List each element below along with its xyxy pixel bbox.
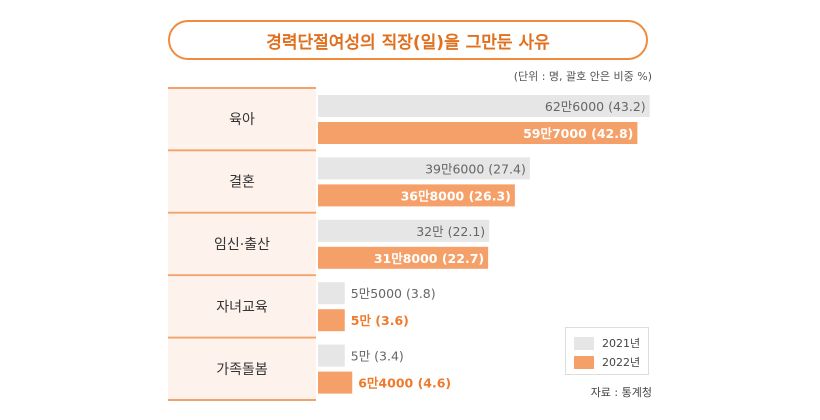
legend-swatch-2021 [574, 336, 594, 350]
source-note: 자료 : 통계청 [590, 386, 652, 399]
category-label-0: 육아 [229, 112, 255, 128]
legend-item-2021: 2021년 [574, 335, 640, 351]
bar-label-2021-2: 32만 (22.1) [416, 224, 485, 239]
bar-2022-0 [318, 122, 638, 144]
category-label-2: 임신·출산 [214, 237, 270, 253]
bar-label-2022-1: 36만8000 (26.3) [401, 188, 511, 203]
bar-2022-4 [318, 371, 353, 394]
bar-2021-4 [318, 344, 345, 367]
bar-label-2021-3: 5만5000 (3.8) [351, 286, 436, 301]
bar-2021-3 [318, 282, 345, 305]
unit-note: (단위 : 명, 괄호 안은 비중 %) [513, 70, 652, 83]
legend: 2021년 2022년 [565, 327, 649, 375]
bar-label-2022-3: 5만 (3.6) [351, 313, 409, 328]
bar-2022-3 [318, 309, 345, 332]
bar-2021-0 [318, 95, 650, 117]
bar-label-2022-4: 6만4000 (4.6) [358, 376, 451, 391]
category-cell-1 [168, 151, 316, 212]
chart-title: 경력단절여성의 직장(일)을 그만둔 사유 [168, 20, 648, 60]
legend-label-2021: 2021년 [602, 337, 641, 350]
bar-label-2021-4: 5만 (3.4) [351, 349, 404, 364]
bar-2021-1 [318, 157, 530, 180]
bar-label-2022-2: 31만8000 (22.7) [374, 251, 484, 266]
bar-2021-2 [318, 219, 490, 242]
bar-label-2021-0: 62만6000 (43.2) [545, 99, 646, 114]
category-cell-0 [168, 89, 316, 150]
category-label-1: 결혼 [229, 175, 255, 191]
category-cell-2 [168, 213, 316, 275]
category-label-4: 가족돌봄 [216, 362, 268, 378]
legend-item-2022: 2022년 [574, 354, 640, 370]
legend-swatch-2022 [574, 355, 594, 369]
bar-label-2022-0: 59만7000 (42.8) [523, 126, 633, 141]
category-label-3: 자녀교육 [216, 299, 268, 315]
category-cell-3 [168, 276, 316, 337]
bar-label-2021-1: 39만6000 (27.4) [425, 161, 526, 176]
bar-2022-1 [318, 184, 515, 207]
category-cell-4 [168, 338, 316, 399]
legend-label-2022: 2022년 [602, 356, 641, 369]
bar-2022-2 [318, 246, 489, 269]
